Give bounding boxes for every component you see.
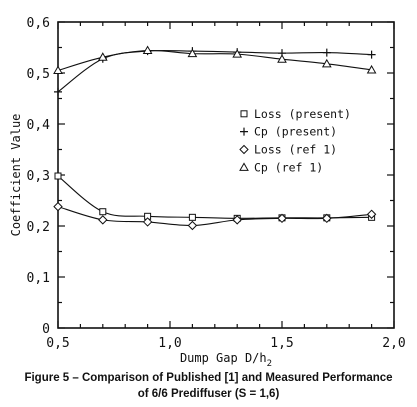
y-tick-label: 0,5 bbox=[27, 67, 50, 82]
data-point bbox=[366, 209, 377, 219]
x-axis-label-main: Dump Gap D/h bbox=[180, 351, 267, 365]
markers-layer bbox=[53, 45, 377, 231]
legend-label: Loss (present) bbox=[254, 107, 351, 121]
ticks-layer: 0,5 1,0 1,5 2,0 0 0,1 0,2 0,3 0,4 0,5 0,6 bbox=[27, 16, 406, 351]
data-point bbox=[187, 48, 198, 58]
plot-frame bbox=[57, 21, 395, 329]
legend-label: Cp (ref 1) bbox=[254, 160, 323, 174]
data-point bbox=[97, 52, 108, 61]
data-point bbox=[232, 215, 242, 225]
data-point bbox=[142, 217, 153, 227]
data-point bbox=[322, 48, 331, 57]
data-point bbox=[142, 45, 153, 55]
data-point bbox=[322, 213, 332, 224]
legend-marker bbox=[239, 144, 249, 155]
legend-marker bbox=[240, 110, 248, 118]
series-curve bbox=[57, 49, 372, 71]
data-point bbox=[367, 50, 376, 59]
data-point bbox=[188, 213, 196, 221]
legend: Loss (present) Cp (present) Loss (ref 1) Cp… bbox=[239, 107, 351, 174]
legend-label: Cp (present) bbox=[254, 125, 337, 139]
x-axis-label-subscript: 2 bbox=[267, 359, 272, 369]
y-tick-label: 0,1 bbox=[27, 271, 50, 286]
figure-caption-line-2: of 6/6 Prediffuser (S = 1,6) bbox=[137, 388, 280, 400]
y-tick-label: 0,2 bbox=[27, 220, 50, 235]
x-tick-label: 0,5 bbox=[46, 336, 69, 351]
y-axis-label: Coefficient Value bbox=[9, 114, 23, 237]
data-point bbox=[53, 201, 63, 212]
data-point bbox=[53, 65, 63, 74]
legend-label: Loss (ref 1) bbox=[254, 143, 337, 157]
data-point bbox=[54, 87, 62, 96]
legend-marker bbox=[240, 127, 248, 136]
data-point bbox=[187, 220, 198, 231]
x-axis-label: Dump Gap D/h2 bbox=[180, 351, 272, 369]
data-point bbox=[366, 64, 377, 74]
data-point bbox=[99, 208, 107, 216]
data-point bbox=[277, 213, 287, 224]
legend-marker bbox=[239, 162, 249, 171]
y-tick-label: 0,6 bbox=[27, 16, 50, 31]
y-tick-label: 0,3 bbox=[27, 169, 50, 184]
y-tick-label: 0,4 bbox=[27, 118, 51, 133]
x-tick-label: 1,0 bbox=[158, 336, 181, 351]
x-tick-label: 1,5 bbox=[270, 336, 293, 351]
data-point bbox=[98, 215, 108, 225]
data-point bbox=[232, 49, 243, 58]
data-point bbox=[321, 58, 332, 68]
figure-caption-line-1: Figure 5 – Comparison of Published [1] a… bbox=[24, 372, 393, 384]
data-point bbox=[277, 54, 287, 63]
x-tick-label: 2,0 bbox=[382, 336, 405, 351]
y-tick-label: 0 bbox=[42, 322, 50, 337]
data-point bbox=[54, 172, 62, 180]
